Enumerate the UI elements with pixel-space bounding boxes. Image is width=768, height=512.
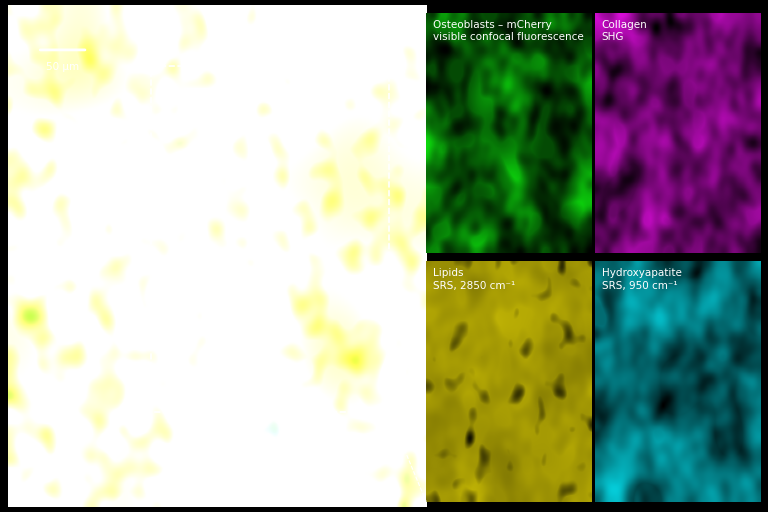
Text: Osteoblasts – mCherry
visible confocal fluorescence: Osteoblasts – mCherry visible confocal f…	[433, 20, 584, 42]
Text: 50 μm: 50 μm	[46, 62, 79, 72]
Text: Collagen
SHG: Collagen SHG	[602, 20, 647, 42]
Bar	[151, 66, 389, 412]
Text: Hydroxyapatite
SRS, 950 cm⁻¹: Hydroxyapatite SRS, 950 cm⁻¹	[602, 268, 682, 291]
Text: Lipids
SRS, 2850 cm⁻¹: Lipids SRS, 2850 cm⁻¹	[433, 268, 515, 291]
